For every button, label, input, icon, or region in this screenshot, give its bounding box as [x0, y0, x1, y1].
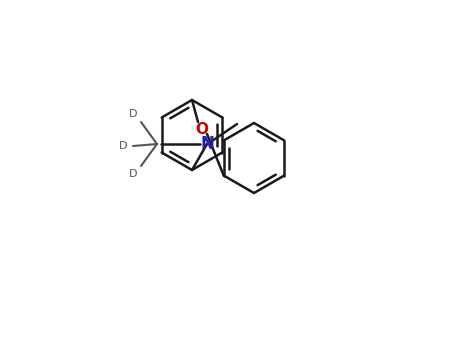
- Text: O: O: [196, 122, 208, 138]
- Text: D: D: [119, 141, 127, 151]
- Text: N: N: [200, 135, 214, 153]
- Text: D: D: [129, 109, 137, 119]
- Text: D: D: [129, 169, 137, 179]
